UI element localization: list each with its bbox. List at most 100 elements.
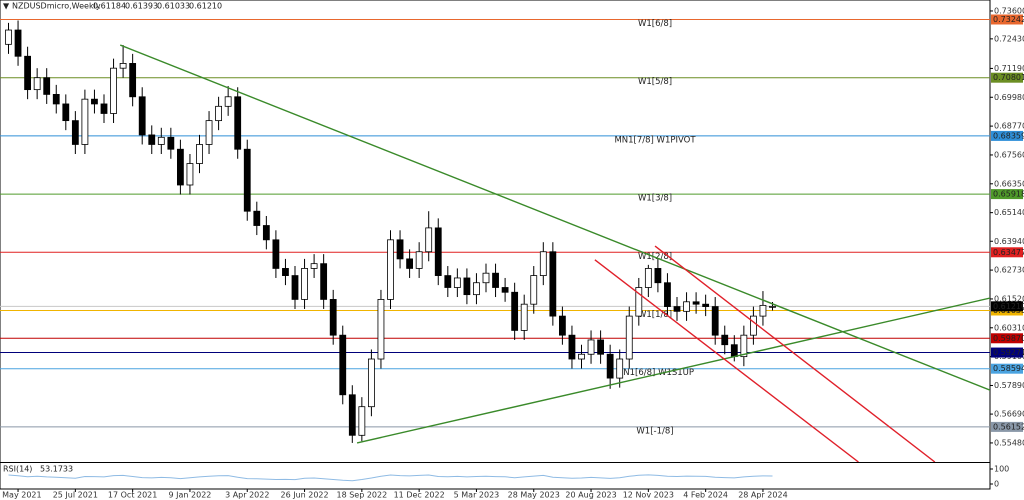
y-tick-label: 0.66350 [994,179,1024,188]
level-name: W1[-1/8] [636,426,673,436]
y-tick-label: 0.72430 [994,34,1024,43]
x-tick-label: 5 Mar 2023 [454,491,500,500]
candle-body [282,268,289,276]
candle-body [205,120,213,145]
candle-body [138,96,146,136]
candle-body [14,29,22,57]
candle-body [119,63,127,69]
level-price-label: 0.65918 [993,190,1024,199]
candle-body [520,303,528,331]
level-price-label: 0.68359 [993,131,1024,140]
candle-body [262,225,270,241]
level-price-label: 0.63477 [993,248,1024,257]
candle-body [176,148,184,186]
rsi-tick-label: 0 [994,480,999,489]
candle-body [597,339,604,355]
level-price-box [991,333,1023,344]
candles [5,20,776,443]
candle-body [625,315,633,360]
level-price-label: 0.70801 [993,73,1024,82]
candle-body [587,339,595,355]
rsi-tick-label: 100 [994,465,1009,474]
header-low: 0.61033 [157,2,190,11]
candle-body [482,272,490,284]
candle-body [539,251,547,276]
candle-body [71,120,79,145]
candle-body [329,299,337,336]
candle-body [24,55,32,91]
level-price-label: 0.59870 [993,334,1024,343]
candle-body [549,251,557,317]
x-tick-label: 12 Nov 2023 [623,491,674,500]
candle-body [568,334,576,360]
y-tick-label: 0.69980 [994,93,1024,102]
y-tick-label: 0.65140 [994,208,1024,217]
y-tick-label: 0.57890 [994,381,1024,390]
candle-body [320,263,328,300]
candle-body [367,358,375,408]
candle-body [492,272,499,288]
candle-body [91,98,98,105]
rsi-pane: 100 0 [8,465,1009,489]
candle-body [463,277,471,296]
level-name: W1[3/8] [638,194,672,204]
candle-body [473,282,480,296]
y-tick-label: 0.73600 [994,6,1024,15]
y-tick-label: 0.55480 [994,438,1024,447]
candle-body [358,406,366,436]
chart-title: NZDUSDmicro,Weekly [12,2,101,11]
level-name: W1[5/8] [638,77,672,87]
candle-body [559,315,566,336]
candle-body [272,239,280,269]
candle-body [444,275,452,288]
candle-body [711,306,719,336]
candle-body [683,301,690,312]
rsi-name: RSI(14) [3,465,32,474]
candle-body [43,77,51,95]
level-name: W1[6/8] [638,19,672,29]
trendline [654,245,936,462]
candle-body [224,96,232,107]
level-name: MN1[6/8] W1S1UP [616,368,694,378]
x-tick-label: 28 Apr 2024 [738,491,787,500]
x-tick-label: 17 Oct 2021 [108,491,157,500]
y-tick-label: 0.67560 [994,150,1024,159]
candle-body [100,103,108,114]
candle-body [664,282,671,307]
x-tick-label: 3 Apr 2022 [225,491,269,500]
candle-body [702,303,710,307]
candle-body [730,344,738,358]
x-tick-label: 2 May 2021 [0,491,42,500]
x-tick-label: 28 May 2023 [508,491,560,500]
candle-body [243,148,251,212]
last-price-label: 0.61210 [993,302,1024,311]
trendlines [119,44,990,462]
candle-body [759,304,767,317]
candle-body [434,227,442,276]
symbol-arrow: ▼ [3,2,10,11]
candle-body [501,287,509,293]
y-tick-label: 0.56690 [994,410,1024,419]
level-price-box [991,247,1023,258]
candle-body [578,353,585,360]
candle-body [740,334,748,358]
x-tick-label: 4 Feb 2024 [683,491,728,500]
y-tick-label: 0.60310 [994,323,1024,332]
header-close: 0.61210 [189,2,222,11]
price-axis: 0.73600 0.72430 0.71190 0.69980 0.68770 0.675… [990,6,1024,447]
trendline [594,259,859,462]
candle-body [673,306,681,312]
y-tick-label: 0.61520 [994,294,1024,303]
candle-body [511,291,519,331]
candle-body [215,105,223,122]
candle-body [186,163,194,186]
candle-body [129,63,137,98]
candle-body [148,134,156,145]
candle-body [635,287,643,317]
level-name: W1[1/8] [638,310,672,320]
candle-body [530,275,538,305]
candle-body [425,227,433,253]
level-price-box [991,130,1023,141]
rsi-value: 53.1733 [40,465,73,474]
candle-body [769,305,776,308]
